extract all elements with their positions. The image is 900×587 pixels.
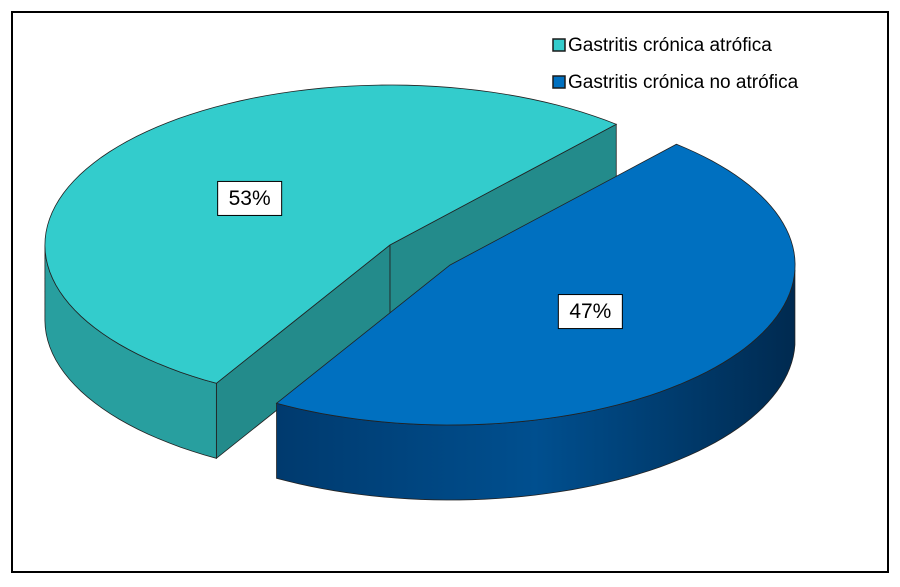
data-label: 53% [229,187,271,210]
data-label-box [557,294,623,330]
pie: 53% 47% [44,84,796,501]
slice [44,84,618,384]
legend-label: Gastritis crónica no atrófica [568,72,799,93]
legend-swatch [552,38,566,52]
legend-label: Gastritis crónica atrófica [568,35,772,56]
data-label-box [217,180,283,216]
slice [275,143,796,426]
legend: Gastritis crónica atrófica Gastritis crón… [552,35,799,93]
data-label: 47% [569,300,611,323]
legend-swatch [552,75,566,89]
